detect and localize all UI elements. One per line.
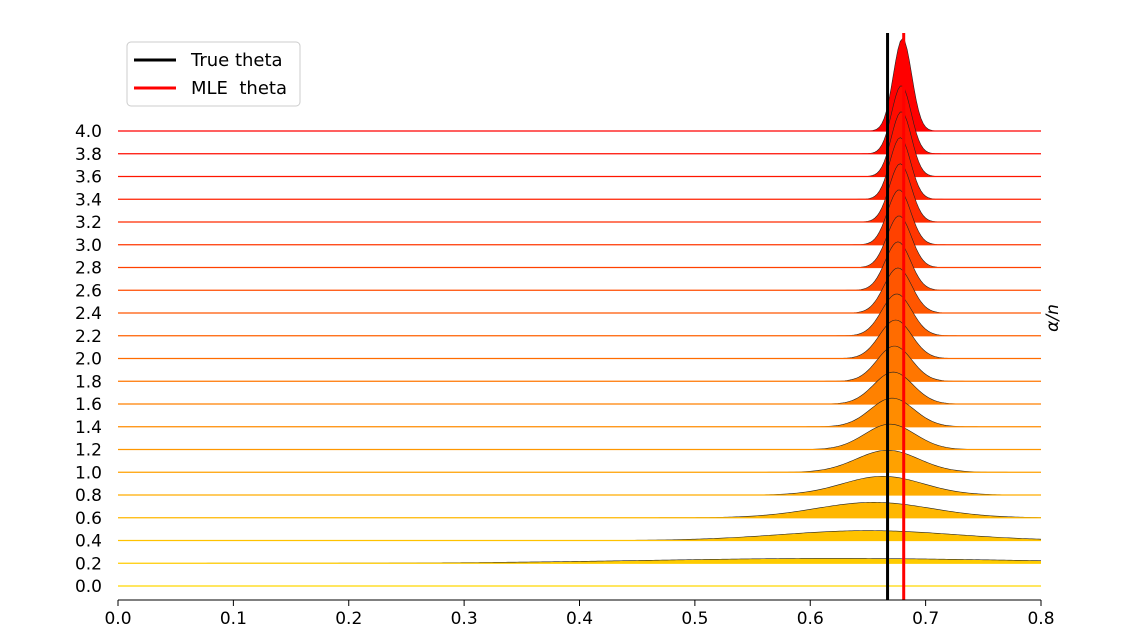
y-tick-label: 3.8 — [75, 145, 102, 165]
y-tick-label: 2.2 — [75, 327, 102, 347]
y-tick-label: 3.4 — [75, 190, 102, 210]
y-tick-label: 3.2 — [75, 213, 102, 233]
x-tick-label: 0.5 — [681, 609, 708, 626]
legend-box — [126, 41, 301, 107]
x-tick-label: 0.1 — [220, 609, 247, 626]
x-ticks: 0.0 0.1 0.2 0.3 0.4 0.5 0.6 0.7 0.8 — [104, 600, 1055, 626]
reference-lines — [886, 33, 906, 600]
y-tick-labels: 4.0 3.8 3.63.4 3.2 3.0 2.82.6 2.4 2.2 2.01.8 1.6 1… — [75, 122, 102, 597]
y-tick-label: 0.8 — [75, 486, 102, 506]
x-tick-label: 0.0 — [104, 609, 131, 626]
y-tick-label: 1.4 — [75, 418, 102, 438]
y-tick-label: 4.0 — [75, 122, 102, 142]
y-tick-label: 3.6 — [75, 168, 102, 188]
x-tick-label: 0.4 — [566, 609, 593, 626]
x-tick-label: 0.3 — [451, 609, 478, 626]
legend: True theta MLE theta — [126, 41, 301, 107]
y-axis-label: α/n — [1043, 304, 1063, 332]
ridge-area-0.8 — [118, 476, 1041, 495]
legend-label-mle-theta: MLE theta — [191, 78, 287, 99]
y-tick-label: 1.8 — [75, 372, 102, 392]
y-tick-label: 0.4 — [75, 532, 102, 552]
legend-label-true-theta: True theta — [190, 50, 283, 71]
x-tick-label: 0.7 — [912, 609, 939, 626]
y-tick-label: 0.2 — [75, 554, 102, 574]
ridge-area-0.4 — [118, 530, 1041, 541]
x-tick-label: 0.2 — [335, 609, 362, 626]
y-tick-label: 2.8 — [75, 259, 102, 279]
y-tick-label: 1.0 — [75, 463, 102, 483]
y-tick-label: 0.0 — [75, 577, 102, 597]
ridge-area-1.0 — [118, 450, 1041, 473]
y-tick-label: 1.2 — [75, 441, 102, 461]
y-tick-label: 2.4 — [75, 304, 102, 324]
y-tick-label: 3.0 — [75, 236, 102, 256]
x-tick-label: 0.8 — [1027, 609, 1054, 626]
y-tick-label: 1.6 — [75, 395, 102, 415]
y-tick-label: 0.6 — [75, 509, 102, 529]
x-tick-label: 0.6 — [797, 609, 824, 626]
ridge-area-0.2 — [118, 558, 1041, 564]
ridge-area-0.6 — [118, 502, 1041, 518]
y-tick-label: 2.6 — [75, 281, 102, 301]
y-tick-label: 2.0 — [75, 350, 102, 370]
